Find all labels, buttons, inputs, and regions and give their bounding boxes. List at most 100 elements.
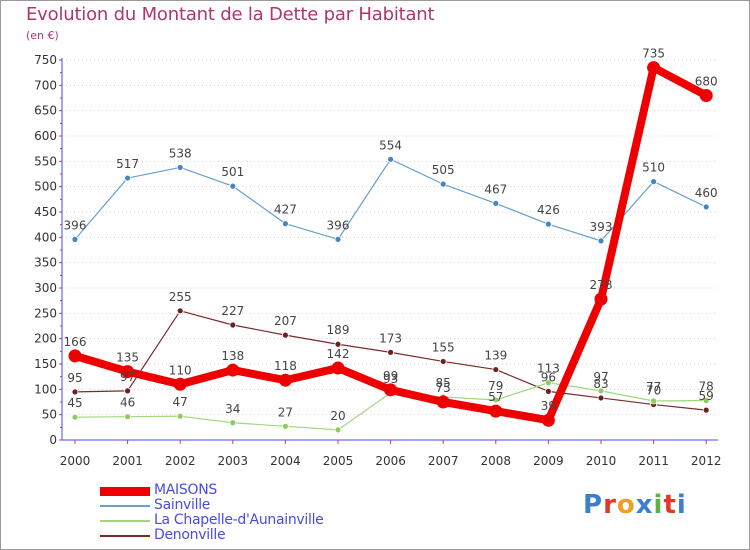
data-label: 79 xyxy=(488,379,503,393)
y-tick-label: 350 xyxy=(34,256,57,270)
y-tick-label: 450 xyxy=(34,205,57,219)
x-tick-label: 2008 xyxy=(481,454,512,468)
data-point xyxy=(281,220,289,228)
data-label: 93 xyxy=(383,372,398,386)
data-label: 110 xyxy=(169,363,192,377)
data-label: 207 xyxy=(274,314,297,328)
data-point xyxy=(331,361,345,375)
data-point xyxy=(229,419,237,427)
legend-swatch-denonville xyxy=(100,535,150,537)
data-label: 278 xyxy=(590,278,613,292)
x-tick-label: 2010 xyxy=(586,454,617,468)
data-point xyxy=(173,377,187,391)
y-tick-label: 250 xyxy=(34,306,57,320)
y-tick-label: 0 xyxy=(49,433,57,447)
data-label: 517 xyxy=(116,157,139,171)
x-tick-label: 2009 xyxy=(533,454,564,468)
legend-swatch-maisons xyxy=(100,487,150,496)
y-tick-label: 200 xyxy=(34,332,57,346)
data-label: 46 xyxy=(120,396,135,410)
data-label: 95 xyxy=(67,371,82,385)
data-label: 59 xyxy=(699,389,714,403)
data-point xyxy=(439,358,447,365)
logo-letter: r xyxy=(603,490,617,520)
y-tick-label: 400 xyxy=(34,230,57,244)
data-point xyxy=(281,422,289,430)
logo-letter: o xyxy=(616,490,636,520)
x-tick-label: 2012 xyxy=(691,454,722,468)
data-label: 510 xyxy=(642,161,665,175)
x-tick-label: 2003 xyxy=(218,454,249,468)
data-point xyxy=(71,413,79,421)
data-point xyxy=(387,348,395,356)
y-tick-label: 600 xyxy=(34,129,57,143)
data-label: 155 xyxy=(432,340,455,354)
data-point xyxy=(541,413,555,427)
data-point xyxy=(492,366,500,373)
chart-title: Evolution du Montant de la Dette par Hab… xyxy=(26,4,435,25)
data-label: 166 xyxy=(64,335,87,349)
y-tick-label: 300 xyxy=(34,281,57,295)
data-point xyxy=(650,178,657,186)
data-point xyxy=(71,388,79,396)
logo-letter: t xyxy=(663,490,677,520)
data-label: 396 xyxy=(327,218,350,232)
x-tick-label: 2002 xyxy=(165,454,196,468)
data-point xyxy=(597,237,605,245)
data-point xyxy=(176,412,184,420)
data-point xyxy=(647,61,661,75)
data-label: 142 xyxy=(327,347,350,361)
data-label: 505 xyxy=(432,163,455,177)
logo-letter: i xyxy=(676,490,687,520)
data-point xyxy=(124,413,131,421)
data-point xyxy=(71,235,79,243)
data-label: 554 xyxy=(379,138,402,152)
data-label: 396 xyxy=(64,218,87,232)
data-label: 501 xyxy=(221,165,244,179)
data-label: 393 xyxy=(590,220,613,234)
data-point xyxy=(387,155,395,163)
data-point xyxy=(229,321,237,329)
data-point xyxy=(650,397,657,405)
data-point xyxy=(489,404,503,418)
data-point xyxy=(334,340,342,348)
logo-letter: x xyxy=(635,490,654,520)
data-point xyxy=(597,387,605,395)
data-point xyxy=(334,426,342,434)
data-label: 118 xyxy=(274,359,297,373)
data-label: 135 xyxy=(116,351,139,365)
y-tick-label: 700 xyxy=(34,78,57,92)
legend-label-maisons: MAISONS xyxy=(154,482,217,498)
data-point xyxy=(124,174,131,182)
data-point xyxy=(702,406,710,414)
data-label: 255 xyxy=(169,290,192,304)
data-label: 77 xyxy=(646,380,661,394)
logo-letter: P xyxy=(583,490,604,520)
data-point xyxy=(226,363,240,377)
y-tick-label: 650 xyxy=(34,104,57,118)
data-label: 57 xyxy=(488,390,503,404)
y-tick-label: 150 xyxy=(34,357,57,371)
data-point xyxy=(439,180,447,188)
data-label: 427 xyxy=(274,203,297,217)
y-tick-label: 500 xyxy=(34,180,57,194)
y-tick-label: 50 xyxy=(42,408,57,422)
data-label: 538 xyxy=(169,146,192,160)
data-label: 735 xyxy=(642,47,665,61)
x-tick-label: 2011 xyxy=(638,454,669,468)
data-point xyxy=(384,383,398,397)
data-point xyxy=(492,199,500,207)
data-point xyxy=(176,164,184,171)
x-tick-label: 2001 xyxy=(112,454,143,468)
data-label: 47 xyxy=(173,395,188,409)
legend-label-denonville: Denonville xyxy=(154,527,226,543)
data-point xyxy=(545,387,552,395)
x-tick-label: 2000 xyxy=(60,454,91,468)
data-label: 83 xyxy=(593,377,608,391)
data-label: 173 xyxy=(379,331,402,345)
logo-letter: i xyxy=(653,490,664,520)
x-tick-label: 2006 xyxy=(375,454,406,468)
data-label: 27 xyxy=(278,405,293,419)
data-label: 99 xyxy=(383,369,398,383)
